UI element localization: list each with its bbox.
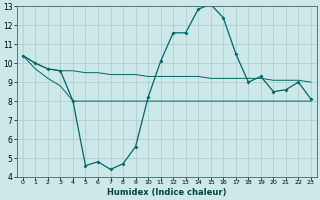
X-axis label: Humidex (Indice chaleur): Humidex (Indice chaleur) xyxy=(107,188,227,197)
